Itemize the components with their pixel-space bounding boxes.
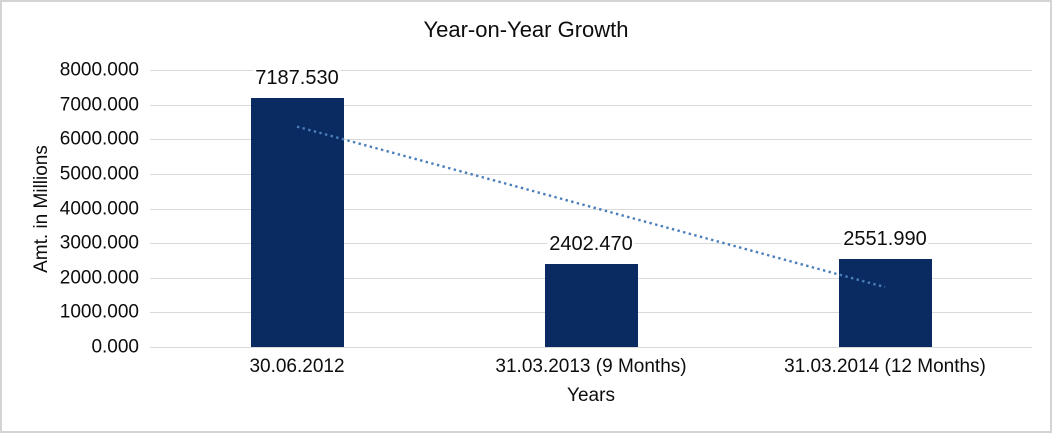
y-tick-label: 0.000 bbox=[91, 336, 139, 358]
y-tick-label: 3000.000 bbox=[59, 232, 139, 254]
x-category-label: 31.03.2013 (9 Months) bbox=[495, 356, 687, 377]
gridline bbox=[150, 104, 1032, 106]
bar-data-label: 2551.990 bbox=[841, 227, 929, 250]
bar-data-label: 7187.530 bbox=[253, 67, 341, 90]
x-axis-title: Years bbox=[567, 385, 615, 406]
gridline bbox=[150, 347, 1032, 348]
y-tick-label: 5000.000 bbox=[59, 163, 139, 185]
y-tick-label: 6000.000 bbox=[59, 128, 139, 150]
y-tick-label: 8000.000 bbox=[59, 59, 139, 81]
y-tick-label: 1000.000 bbox=[59, 301, 139, 323]
bar-data-label: 2402.470 bbox=[547, 232, 635, 255]
y-tick-label: 2000.000 bbox=[59, 267, 139, 289]
chart-title: Year-on-Year Growth bbox=[423, 17, 629, 42]
x-category-label: 30.06.2012 bbox=[249, 356, 345, 377]
bar bbox=[544, 263, 638, 347]
y-tick-label: 7000.000 bbox=[59, 94, 139, 116]
x-category-label: 31.03.2014 (12 Months) bbox=[784, 356, 986, 377]
bar bbox=[838, 258, 932, 347]
bar bbox=[250, 98, 344, 347]
y-tick-label: 4000.000 bbox=[59, 198, 139, 219]
gridline bbox=[150, 70, 1032, 71]
